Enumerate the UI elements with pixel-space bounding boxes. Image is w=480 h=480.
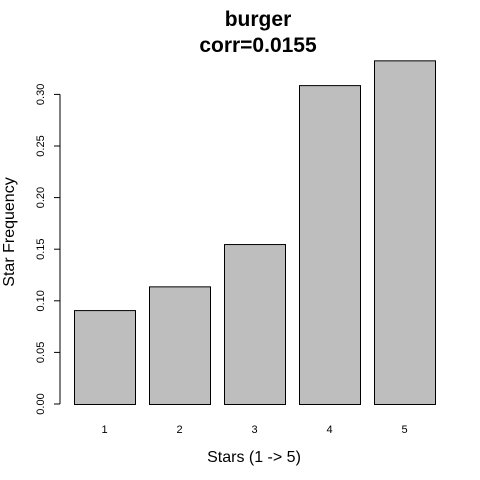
- x-ticks: 1 2 3 4 5: [101, 424, 407, 436]
- bar-3: [224, 244, 286, 405]
- bars: [74, 60, 436, 406]
- y-tick-label: 0.20: [35, 187, 47, 208]
- x-tick-label: 1: [101, 424, 107, 436]
- chart-subtitle: corr=0.0155: [199, 34, 317, 57]
- bar-5: [374, 60, 436, 406]
- y-axis-label: Star Frequency: [1, 177, 18, 286]
- y-ticks: 0.00 0.05 0.10 0.15 0.20 0.25 0.30: [35, 84, 60, 415]
- x-axis-label: Stars (1 -> 5): [207, 449, 301, 466]
- bar-4: [299, 85, 361, 405]
- y-tick-label: 0.05: [35, 342, 47, 363]
- x-tick-label: 5: [401, 424, 407, 436]
- y-tick-label: 0.00: [35, 393, 47, 414]
- y-tick-label: 0.30: [35, 84, 47, 105]
- chart-title: burger: [225, 8, 292, 31]
- y-tick-label: 0.15: [35, 238, 47, 259]
- y-tick-label: 0.10: [35, 290, 47, 311]
- x-tick-label: 2: [176, 424, 182, 436]
- bar-1: [74, 310, 136, 406]
- bar-2: [149, 286, 211, 405]
- y-tick-label: 0.25: [35, 135, 47, 156]
- x-tick-label: 4: [326, 424, 332, 436]
- x-tick-label: 3: [251, 424, 257, 436]
